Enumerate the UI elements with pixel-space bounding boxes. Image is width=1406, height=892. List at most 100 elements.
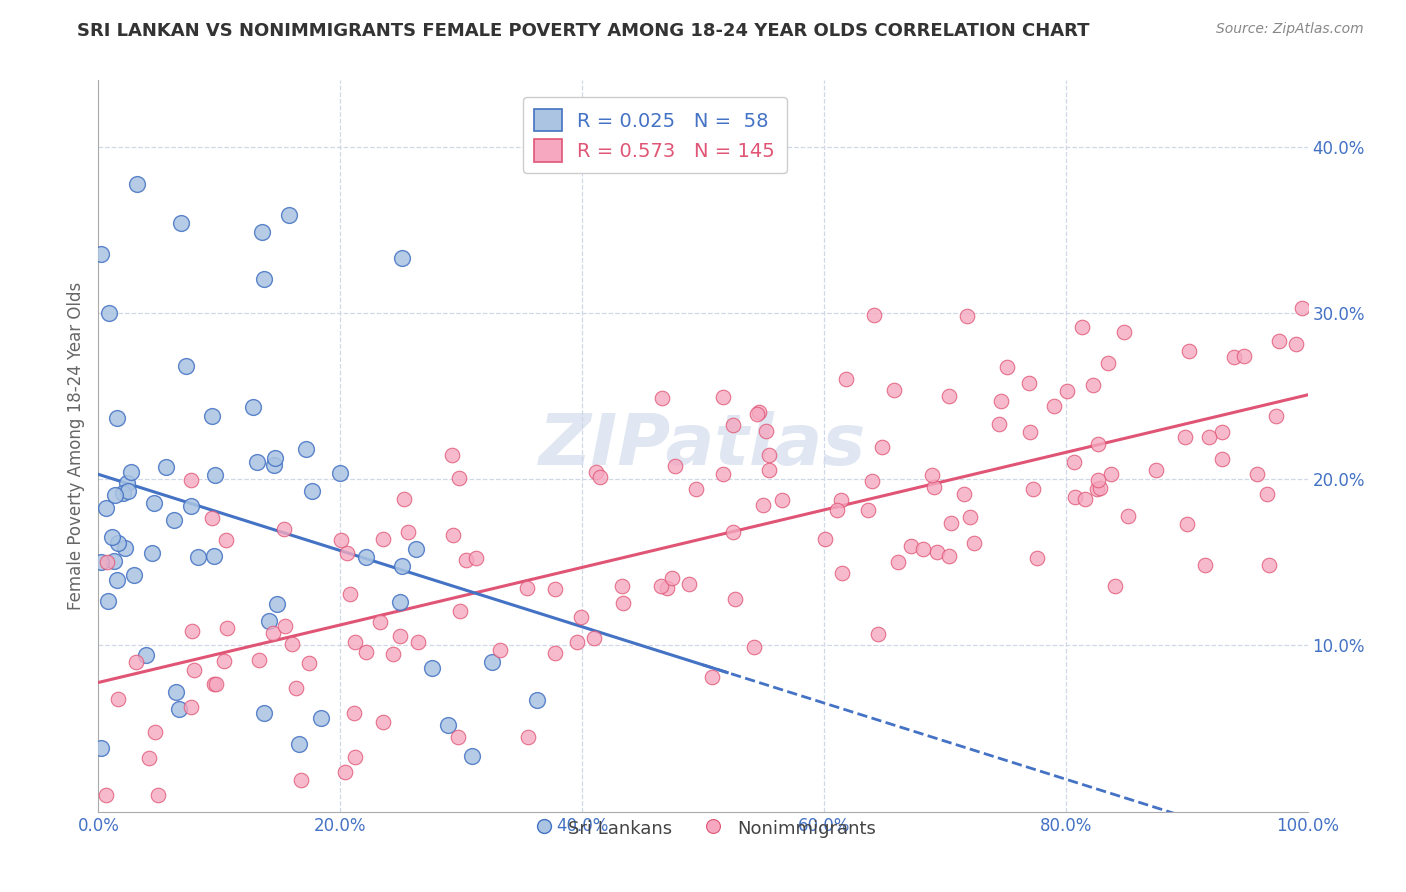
Point — [336, 546, 359, 560]
Point — [516, 581, 538, 595]
Point — [711, 467, 734, 481]
Point — [181, 624, 204, 639]
Point — [202, 549, 225, 564]
Point — [941, 516, 963, 531]
Point — [1097, 356, 1119, 370]
Point — [391, 559, 413, 574]
Point — [253, 706, 276, 720]
Point — [1258, 558, 1281, 572]
Point — [215, 533, 238, 547]
Point — [711, 390, 734, 404]
Point — [661, 570, 683, 584]
Point — [887, 556, 910, 570]
Point — [938, 549, 960, 563]
Point — [277, 208, 299, 222]
Point — [612, 597, 634, 611]
Point — [180, 473, 202, 487]
Point — [953, 486, 976, 500]
Point — [114, 541, 136, 556]
Point — [212, 654, 235, 668]
Point — [834, 372, 856, 386]
Point — [389, 595, 412, 609]
Point — [959, 510, 981, 524]
Point — [758, 463, 780, 477]
Point — [856, 503, 879, 517]
Point — [454, 553, 477, 567]
Point — [721, 524, 744, 539]
Point — [1087, 437, 1109, 451]
Point — [295, 442, 318, 457]
Point — [112, 486, 135, 500]
Point — [1087, 473, 1109, 487]
Point — [343, 750, 366, 764]
Point — [371, 715, 394, 730]
Point — [252, 271, 274, 285]
Point — [742, 640, 765, 655]
Point — [436, 718, 458, 732]
Point — [288, 737, 311, 751]
Point — [107, 535, 129, 549]
Point — [589, 470, 612, 484]
Point — [204, 676, 226, 690]
Point — [301, 483, 323, 498]
Point — [987, 417, 1010, 432]
Point — [963, 536, 986, 550]
Point — [247, 653, 270, 667]
Point — [922, 480, 945, 494]
Point — [343, 635, 366, 649]
Point — [90, 740, 112, 755]
Point — [814, 533, 837, 547]
Point — [138, 751, 160, 765]
Point — [96, 788, 118, 802]
Point — [1064, 491, 1087, 505]
Point — [201, 409, 224, 423]
Point — [1021, 482, 1043, 496]
Point — [339, 587, 361, 601]
Point — [105, 411, 128, 425]
Point — [544, 646, 567, 660]
Point — [465, 550, 488, 565]
Point — [526, 693, 548, 707]
Point — [125, 655, 148, 669]
Point — [250, 225, 273, 239]
Point — [263, 451, 285, 466]
Point — [863, 309, 886, 323]
Point — [90, 555, 112, 569]
Point — [755, 425, 778, 439]
Point — [396, 524, 419, 539]
Point — [488, 643, 510, 657]
Y-axis label: Female Poverty Among 18-24 Year Olds: Female Poverty Among 18-24 Year Olds — [66, 282, 84, 610]
Point — [246, 455, 269, 469]
Point — [862, 474, 884, 488]
Point — [141, 546, 163, 560]
Point — [146, 788, 169, 802]
Point — [1246, 467, 1268, 481]
Point — [1223, 350, 1246, 364]
Point — [655, 581, 678, 595]
Point — [678, 577, 700, 591]
Point — [273, 522, 295, 536]
Point — [183, 663, 205, 677]
Point — [122, 567, 145, 582]
Point — [583, 632, 606, 646]
Point — [174, 359, 197, 373]
Point — [825, 503, 848, 517]
Point — [242, 400, 264, 414]
Point — [911, 542, 934, 557]
Point — [263, 458, 285, 472]
Point — [298, 656, 321, 670]
Point — [115, 476, 138, 491]
Point — [163, 513, 186, 527]
Point — [1194, 558, 1216, 572]
Point — [481, 655, 503, 669]
Point — [900, 539, 922, 553]
Point — [107, 691, 129, 706]
Point — [1211, 425, 1233, 439]
Point — [990, 394, 1012, 409]
Point — [165, 684, 187, 698]
Point — [284, 681, 307, 696]
Point — [368, 615, 391, 630]
Point — [143, 495, 166, 509]
Point — [516, 731, 538, 745]
Point — [392, 491, 415, 506]
